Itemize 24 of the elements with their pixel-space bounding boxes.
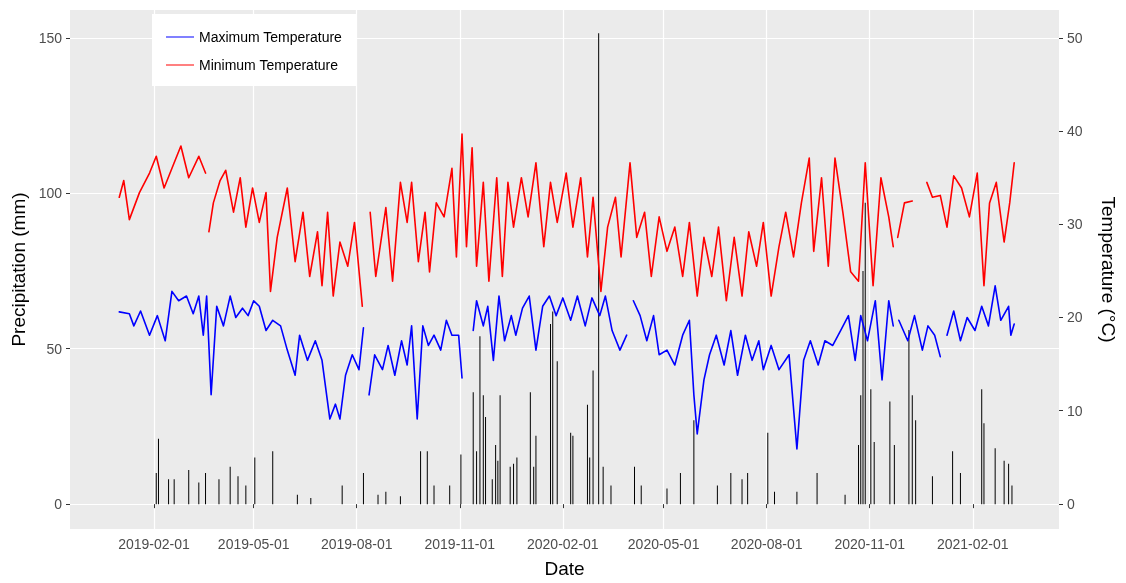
y-tick-label: 50 <box>46 340 63 357</box>
y-tick-label: 0 <box>54 496 63 513</box>
y2-tick-label: 0 <box>1067 495 1075 512</box>
y2-tick-label: 50 <box>1067 29 1083 46</box>
y-tick-label: 150 <box>38 29 63 46</box>
x-tick-label: 2021-02-01 <box>936 536 1009 552</box>
y-tick-label: 100 <box>38 185 63 202</box>
y2-axis-title: Temperature (°C) <box>1098 196 1119 343</box>
x-tick-label: 2020-02-01 <box>527 536 599 552</box>
y2-tick-label: 40 <box>1067 123 1083 140</box>
y-axis-title: Precipitation (mm) <box>7 192 29 347</box>
x-tick-label: 2019-11-01 <box>424 536 496 552</box>
y2-tick-label: 10 <box>1067 402 1083 419</box>
x-tick-label: 2019-02-01 <box>118 536 191 552</box>
legend-label: Maximum Temperature <box>199 29 343 45</box>
x-axis-title: Date <box>544 558 585 579</box>
x-tick-label: 2019-08-01 <box>320 536 393 552</box>
x-tick-label: 2020-08-01 <box>730 536 803 552</box>
x-tick-label: 2019-05-01 <box>217 536 290 552</box>
x-tick-label: 2020-05-01 <box>627 536 700 552</box>
y2-tick-label: 20 <box>1067 309 1083 326</box>
y2-tick-label: 30 <box>1067 216 1083 233</box>
x-tick-label: 2020-11-01 <box>834 536 906 552</box>
legend-label: Minimum Temperature <box>199 57 339 73</box>
